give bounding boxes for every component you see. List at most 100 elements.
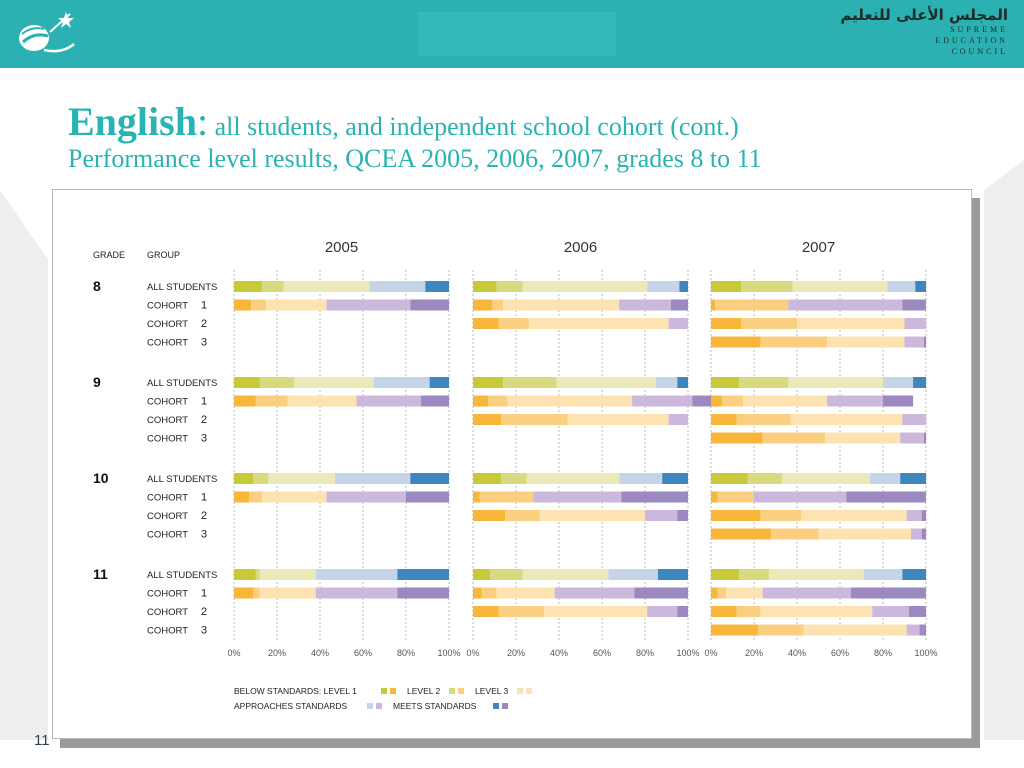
group-number-grade-8-2: 2 [201,318,207,330]
bar-segment-grade-11-all-2006-below_level_1 [473,569,491,580]
legend-level-2-label: LEVEL 2 [407,686,441,696]
chart-panel: GRADE GROUP 2005 2006 2007 0% 20% 40% 60% 80% 100%… [52,189,972,739]
bar-segment-grade-9-all-2005-meets [429,377,449,388]
bar-segment-grade-8-1-2007-meets [902,299,926,311]
bar-segment-grade-8-1-2005-below_level_2 [251,299,267,311]
bar-segment-grade-9-1-2006-below_level_3 [507,395,633,407]
bar-segment-grade-8-all-2005-below_level_3 [283,281,370,292]
bar-segment-grade-10-1-2005-below_level_3 [261,491,327,503]
bar-segment-grade-10-all-2007-below_level_3 [781,473,871,484]
council-name-arabic: المجلس الأعلى للتعليم [840,6,1008,24]
bar-segment-grade-10-all-2005-below_level_1 [234,473,254,484]
slide-title: English: all students, and independent s… [68,98,739,145]
grade-label-8: 8 [93,278,101,294]
bar-segment-grade-10-3-2007-below_level_1 [711,528,772,540]
bar-segment-grade-9-3-2007-below_level_3 [824,432,901,444]
grade-label-9: 9 [93,374,101,390]
bar-segment-grade-11-3-2007-below_level_1 [711,624,759,636]
group-label-grade-8-3: COHORT [147,338,188,349]
bar-segment-grade-9-all-2007-approaches [883,377,914,388]
bar-segment-grade-9-all-2006-below_level_1 [473,377,504,388]
bar-segment-grade-8-1-2007-below_level_2 [715,299,789,311]
header-placeholder-box [418,12,616,56]
x-tick-label-2005-0pct: 0% [227,648,240,658]
bar-segment-grade-11-3-2007-meets [919,624,926,636]
bar-segment-grade-9-2-2007-below_level_3 [790,414,903,425]
group-label-grade-11-2: COHORT [147,607,188,618]
bar-segment-grade-11-1-2006-meets [634,587,688,599]
group-label-grade-10-1: COHORT [147,493,188,504]
bar-segment-grade-10-2-2007-below_level_3 [801,510,907,521]
bar-segment-grade-10-all-2007-approaches [870,473,901,484]
bar-segment-grade-9-2-2006-approaches [668,414,688,425]
bar-segment-grade-11-1-2006-below_level_3 [496,587,555,599]
bar-segment-grade-8-3-2007-below_level_2 [760,336,828,348]
title-colon: : [196,99,209,144]
bar-segment-grade-10-2-2007-below_level_2 [760,510,802,521]
council-name-line-1: SUPREME [950,25,1008,34]
header-band: المجلس الأعلى للتعليم SUPREME EDUCATION … [0,0,1024,68]
bar-segment-grade-10-2-2006-below_level_2 [505,510,540,521]
bar-segment-grade-11-1-2005-below_level_1 [234,587,254,599]
bar-segment-grade-9-all-2006-meets [677,377,688,388]
bar-segment-grade-8-1-2006-below_level_3 [503,299,620,311]
bar-segment-grade-9-1-2005-below_level_2 [255,395,288,407]
x-tick-label-2007-40pct: 40% [788,648,806,658]
bar-segment-grade-10-1-2006-below_level_2 [479,491,534,503]
bar-segment-grade-9-1-2005-approaches [356,395,422,407]
bar-segment-grade-9-3-2007-below_level_2 [762,432,825,444]
bar-segment-grade-10-1-2007-meets [846,491,926,503]
bar-segment-grade-9-all-2005-below_level_1 [234,377,260,388]
bar-segment-grade-11-all-2005-meets [397,569,449,580]
grade-label-10: 10 [93,470,109,486]
bar-segment-grade-9-2-2007-below_level_2 [736,414,791,425]
x-tick-label-2006-40pct: 40% [550,648,568,658]
group-label-grade-8-all: ALL STUDENTS [147,282,217,293]
group-label-grade-9-all: ALL STUDENTS [147,378,217,389]
bar-segment-grade-8-all-2007-below_level_3 [792,281,888,292]
bar-segment-grade-10-all-2005-meets [410,473,449,484]
bar-segment-grade-9-1-2007-meets [883,395,914,407]
bar-segment-grade-8-2-2006-approaches [668,318,688,329]
group-label-grade-10-all: ALL STUDENTS [147,474,217,485]
x-tick-label-2006-60pct: 60% [593,648,611,658]
bar-segment-grade-8-2-2007-below_level_3 [797,318,905,329]
group-number-grade-8-1: 1 [201,300,207,312]
bar-segment-grade-11-all-2006-below_level_2 [490,569,523,580]
bar-segment-grade-10-2-2007-below_level_1 [711,510,761,521]
bar-segment-grade-11-2-2006-meets [677,606,688,617]
bar-segment-grade-10-all-2005-approaches [335,473,411,484]
bar-segment-grade-8-1-2005-approaches [326,299,411,311]
bar-segment-grade-8-2-2006-below_level_1 [473,318,499,329]
bar-segment-grade-8-2-2006-below_level_2 [498,318,529,329]
x-tick-label-2006-80pct: 80% [636,648,654,658]
bar-segment-grade-11-2-2006-below_level_1 [473,606,499,617]
bar-segment-grade-8-2-2007-below_level_2 [741,318,797,329]
bar-segment-grade-10-2-2006-below_level_1 [473,510,506,521]
grade-column-header: GRADE [93,250,125,260]
bar-segment-grade-10-2-2006-below_level_3 [539,510,645,521]
council-name-line-2: EDUCATION [935,36,1008,45]
group-number-grade-9-1: 1 [201,396,207,408]
slide-subtitle: Performance level results, QCEA 2005, 20… [68,144,762,173]
x-tick-label-2005-60pct: 60% [354,648,372,658]
x-tick-label-2005-80pct: 80% [397,648,415,658]
bar-segment-grade-10-all-2006-meets [662,473,688,484]
bar-segment-grade-8-all-2007-below_level_1 [711,281,742,292]
bar-segment-grade-9-1-2006-below_level_1 [473,395,489,407]
bar-segment-grade-11-1-2005-approaches [315,587,398,599]
bar-segment-grade-10-1-2005-approaches [326,491,406,503]
bar-segment-grade-11-all-2005-below_level_3 [259,569,316,580]
bar-segment-grade-9-1-2007-below_level_1 [711,395,722,407]
year-header-2005: 2005 [325,239,358,256]
group-label-grade-9-2: COHORT [147,415,188,426]
group-label-grade-8-2: COHORT [147,319,188,330]
legend-level-1-swatch-cohort [390,688,396,694]
bar-segment-grade-11-1-2007-below_level_3 [726,587,763,599]
group-number-grade-8-3: 3 [201,337,207,349]
bar-segment-grade-10-1-2005-below_level_1 [234,491,250,503]
bar-segment-grade-10-2-2006-meets [677,510,688,521]
legend-meets-swatch-all [493,703,499,709]
bar-segment-grade-11-3-2007-below_level_3 [803,624,907,636]
